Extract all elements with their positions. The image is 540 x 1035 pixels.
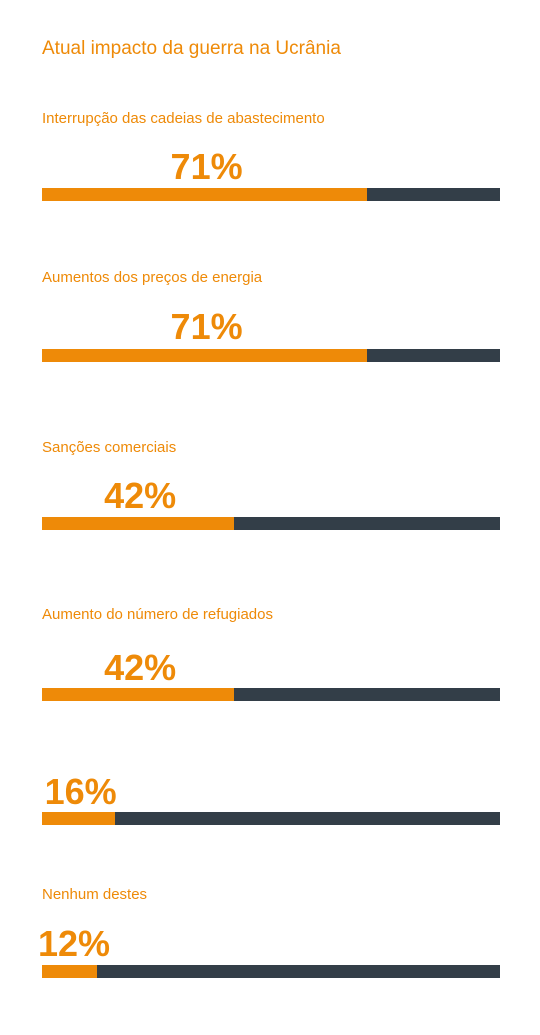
- bar-track: [42, 517, 500, 530]
- bar-value-label: 42%: [104, 647, 177, 688]
- bar-track: [42, 349, 500, 362]
- bar-label: Aumento do número de refugiados: [42, 606, 273, 623]
- bar-value-label: 71%: [170, 306, 243, 347]
- bar-fill: [42, 517, 235, 530]
- bar-fill: [42, 688, 235, 701]
- bar-value-label: 71%: [170, 146, 243, 187]
- page-title: Atual impacto da guerra na Ucrânia: [42, 38, 341, 59]
- bar-value-label: 16%: [44, 771, 117, 812]
- bar-track: [42, 188, 500, 201]
- bar-fill: [42, 349, 368, 362]
- bar-value-label: 12%: [37, 923, 111, 964]
- bar-label: Nenhum destes: [42, 886, 148, 903]
- bar-track: [42, 965, 500, 978]
- bar-fill: [42, 965, 97, 978]
- bar-fill: [42, 188, 368, 201]
- bar-label: Sanções comerciais: [42, 439, 177, 456]
- bar-label: Aumentos dos preços de energia: [42, 269, 263, 286]
- bar-fill: [42, 812, 116, 825]
- bar-track: [42, 812, 500, 825]
- bar-label: Interrupção das cadeias de abastecimento: [42, 110, 325, 127]
- bar-track: [42, 688, 500, 701]
- bar-value-label: 42%: [104, 475, 177, 516]
